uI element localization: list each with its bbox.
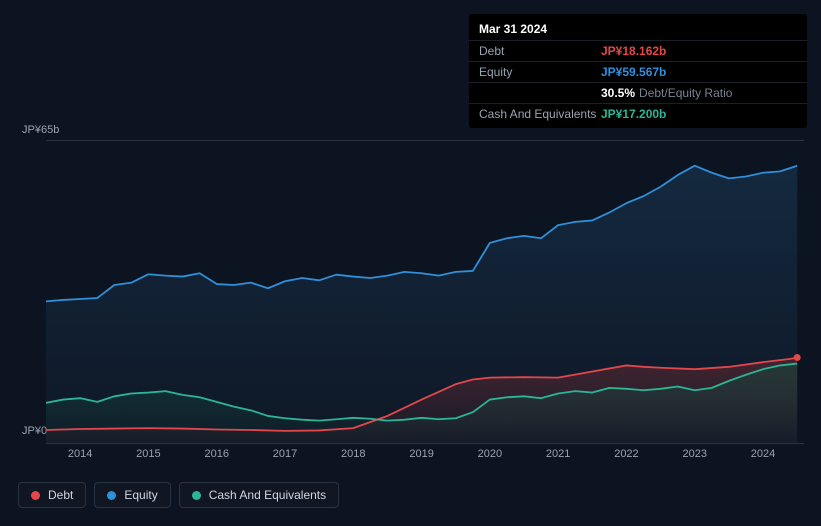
tooltip-row-value: JP¥18.162b — [601, 44, 666, 58]
x-axis-tick: 2019 — [409, 448, 433, 460]
legend-item[interactable]: Equity — [94, 482, 170, 508]
series-end-marker — [794, 354, 801, 361]
dashboard-root: Mar 31 2024 DebtJP¥18.162bEquityJP¥59.56… — [0, 0, 821, 526]
x-axis-tick: 2021 — [546, 448, 570, 460]
legend-swatch-icon — [192, 491, 201, 500]
y-axis-label: JP¥65b — [22, 124, 59, 136]
x-axis-tick: 2016 — [204, 448, 228, 460]
x-axis-tick: 2014 — [68, 448, 92, 460]
x-axis-tick: 2017 — [273, 448, 297, 460]
tooltip-rows: DebtJP¥18.162bEquityJP¥59.567b30.5%Debt/… — [469, 40, 807, 124]
legend-label: Debt — [48, 488, 73, 502]
tooltip-row-value: JP¥59.567b — [601, 65, 666, 79]
x-axis: 2014 2015 2016 2017 2018 2019 2020 2021 2022 2023… — [46, 448, 804, 468]
legend-item[interactable]: Cash And Equivalents — [179, 482, 339, 508]
tooltip-row-value: 30.5%Debt/Equity Ratio — [601, 86, 732, 100]
tooltip-row: DebtJP¥18.162b — [469, 40, 807, 61]
tooltip-row: EquityJP¥59.567b — [469, 61, 807, 82]
tooltip-row: 30.5%Debt/Equity Ratio — [469, 82, 807, 103]
tooltip-row-sublabel: Debt/Equity Ratio — [639, 86, 732, 100]
x-axis-tick: 2022 — [614, 448, 638, 460]
legend-label: Cash And Equivalents — [209, 488, 326, 502]
tooltip-row-value: JP¥17.200b — [601, 107, 666, 121]
tooltip-row: Cash And EquivalentsJP¥17.200b — [469, 103, 807, 124]
x-axis-tick: 2018 — [341, 448, 365, 460]
x-axis-tick: 2024 — [751, 448, 775, 460]
x-axis-tick: 2015 — [136, 448, 160, 460]
tooltip-row-label: Debt — [479, 44, 601, 58]
tooltip-row-label: Equity — [479, 65, 601, 79]
chart-tooltip: Mar 31 2024 DebtJP¥18.162bEquityJP¥59.56… — [469, 14, 807, 128]
tooltip-date: Mar 31 2024 — [469, 18, 807, 40]
legend-swatch-icon — [107, 491, 116, 500]
area-chart[interactable] — [46, 140, 804, 444]
legend-label: Equity — [124, 488, 157, 502]
legend: Debt Equity Cash And Equivalents — [18, 482, 339, 508]
tooltip-row-label: Cash And Equivalents — [479, 107, 601, 121]
y-axis-label: JP¥0 — [22, 425, 47, 437]
tooltip-row-label — [479, 86, 601, 100]
legend-item[interactable]: Debt — [18, 482, 86, 508]
x-axis-tick: 2023 — [682, 448, 706, 460]
x-axis-tick: 2020 — [478, 448, 502, 460]
legend-swatch-icon — [31, 491, 40, 500]
